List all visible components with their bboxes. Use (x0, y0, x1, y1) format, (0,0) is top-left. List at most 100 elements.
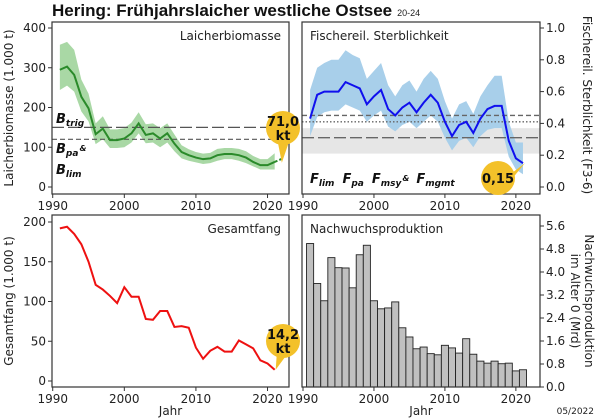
y-tick-label: 5.6 (546, 219, 565, 233)
confidence-band (59, 41, 275, 170)
x-tick-label: 2010 (430, 392, 461, 406)
bar-2002 (384, 307, 393, 388)
bar-2000 (369, 300, 378, 388)
value-callout: 0,15 (481, 161, 525, 195)
y-tick-label: 0.4 (546, 116, 565, 130)
bar-2014 (469, 353, 478, 388)
callout-bubble (266, 324, 300, 358)
x-tick-label: 2000 (109, 199, 140, 213)
x-tick-label: 2020 (252, 199, 283, 213)
y-tick-label: 1.6 (546, 334, 565, 348)
y-tick-label: 0 (38, 180, 46, 194)
value-callout: 14,2kt (266, 324, 300, 370)
y-tick-label: 150 (23, 255, 46, 269)
callout-bubble (266, 111, 300, 145)
y-tick-label: 0 (38, 374, 46, 388)
reference-label-trig: Btrig (56, 112, 85, 129)
x-tick-label: 2010 (181, 392, 212, 406)
y-tick-label: 1.0 (546, 21, 565, 35)
x-tick-label: 1990 (288, 199, 319, 213)
bar-1999 (362, 244, 371, 388)
y-tick-label: 0.2 (546, 148, 565, 162)
y-tick-label: 100 (23, 295, 46, 309)
panel-title: Nachwuchsproduktion (310, 222, 443, 236)
panel-2: Flim Fpa Fmsy& Fmgmt Fischereil. Sterblichke… (288, 16, 594, 213)
y-tick-label: 200 (23, 101, 46, 115)
bar-2015 (476, 360, 485, 388)
bar-1995 (334, 267, 343, 388)
y-tick-label: 0.8 (546, 357, 565, 371)
x-tick-label: 2000 (359, 392, 390, 406)
y-axis-label: Gesamtfang (1.000 t) (2, 236, 16, 366)
bar-2021 (518, 369, 527, 388)
bar-2005 (405, 336, 414, 388)
y-tick-label: 200 (23, 215, 46, 229)
bar-2020 (511, 370, 520, 388)
y-tick-label: 4.8 (546, 242, 565, 256)
reference-label-mgmt: Fmgmt (416, 172, 455, 189)
y-tick-label: 50 (31, 334, 46, 348)
bar-1991 (306, 243, 315, 388)
reference-label-pa: Bpa& (56, 142, 86, 159)
bar-2019 (504, 362, 513, 388)
y-tick-label: 2.4 (546, 311, 565, 325)
panel-3: Gesamtfang 1990 2000 2010 2020 0 50 100 150 200 Ge… (2, 214, 300, 418)
y-axis-label: Nachwuchsproduktion (582, 234, 596, 367)
reference-label-pa: Fpa (342, 172, 363, 189)
bar-2013 (462, 338, 471, 388)
bar-1996 (341, 267, 350, 388)
bar-1993 (320, 300, 329, 388)
plot-frame (301, 214, 541, 388)
y-tick-label: 0.6 (546, 85, 565, 99)
x-axis-label: Jahr (158, 404, 182, 418)
bar-1998 (355, 254, 364, 388)
bar-2004 (398, 327, 407, 388)
reference-label-msy: Fmsy& (372, 172, 410, 189)
panel-4: Nachwuchsproduktion 1990 2000 2010 2020 0.0 0.… (288, 214, 596, 418)
y-axis-label: im Alter 0 (Mrd) (568, 254, 582, 349)
x-tick-label: 1990 (37, 199, 68, 213)
bar-2008 (426, 353, 435, 388)
y-tick-label: 100 (23, 140, 46, 154)
series-line (59, 225, 276, 371)
bar-2003 (391, 301, 400, 388)
bar-2006 (412, 348, 421, 388)
callout-value: 0,15 (482, 172, 514, 187)
chart-subtitle: 20-24 (397, 8, 420, 18)
y-tick-label: 3.2 (546, 288, 565, 302)
y-tick-label: 0.8 (546, 53, 565, 67)
f-target-range (302, 128, 540, 154)
plot-frame (301, 21, 541, 195)
callout-bubble (481, 161, 515, 195)
panel-title: Gesamtfang (208, 222, 281, 236)
bar-2007 (419, 346, 428, 388)
x-tick-label: 2020 (501, 392, 532, 406)
callout-unit: kt (276, 342, 291, 357)
callout-unit: kt (276, 129, 291, 144)
chart-title: Hering: Frühjahrslaicher westliche Ostse… (52, 1, 392, 20)
bar-2018 (497, 363, 506, 388)
projection-line (274, 157, 283, 163)
reference-label-lim: Blim (56, 163, 81, 180)
x-tick-label: 2010 (430, 199, 461, 213)
y-tick-label: 300 (23, 61, 46, 75)
callout-value: 14,2 (267, 328, 299, 343)
y-tick-label: 0.0 (546, 380, 565, 394)
x-tick-label: 2010 (181, 199, 212, 213)
y-tick-label: 4.0 (546, 265, 565, 279)
bar-1994 (327, 257, 336, 388)
y-tick-label: 400 (23, 21, 46, 35)
x-axis-label: Jahr (408, 404, 432, 418)
bar-2011 (448, 347, 457, 388)
bar-1992 (313, 283, 322, 388)
y-axis-label: Fischereil. Sterblichkeit (F3-6) (580, 16, 594, 194)
y-tick-label: 0.0 (546, 180, 565, 194)
panel-title: Fischereil. Sterblichkeit (310, 29, 449, 43)
bar-2016 (483, 362, 492, 388)
value-callout: 71,0kt (266, 111, 300, 163)
x-tick-label: 2000 (109, 392, 140, 406)
date-label: 05/2022 (557, 407, 594, 417)
plot-frame (51, 214, 290, 388)
